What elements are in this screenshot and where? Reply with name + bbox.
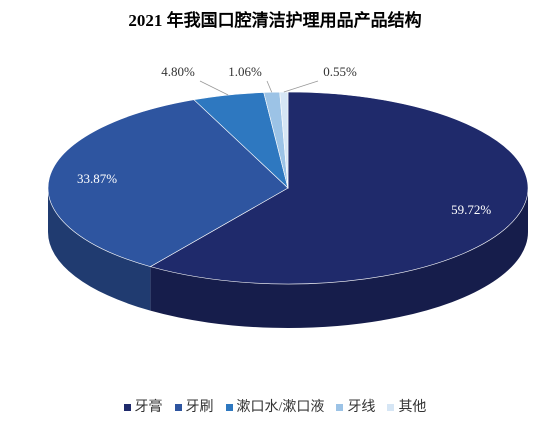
legend-item: 牙膏 <box>123 396 163 416</box>
legend-item: 牙刷 <box>174 396 214 416</box>
pie-side <box>48 188 151 311</box>
legend: 牙膏 牙刷 漱口水/漱口液 牙线 其他 <box>0 396 550 416</box>
data-label: 33.87% <box>77 171 117 186</box>
legend-label: 牙线 <box>347 400 376 415</box>
data-label: 59.72% <box>451 202 491 217</box>
pie-slice <box>149 91 529 285</box>
legend-label: 牙膏 <box>134 400 163 415</box>
legend-label: 漱口水/漱口液 <box>236 400 325 415</box>
legend-swatch <box>387 404 395 412</box>
legend-label: 其他 <box>398 400 427 415</box>
legend-swatch <box>123 404 131 412</box>
leader-line <box>199 80 229 96</box>
leader-line <box>283 80 319 93</box>
legend-swatch <box>336 404 344 412</box>
data-label: 1.06% <box>228 64 262 79</box>
data-label: 4.80% <box>161 64 195 79</box>
legend-swatch <box>174 404 182 412</box>
legend-item: 漱口水/漱口液 <box>225 396 325 416</box>
chart: 2021 年我国口腔清洁护理用品产品结构 59.72% 33.87% 4.80% 1.… <box>47 10 529 328</box>
pie-slice <box>47 99 289 267</box>
leader-line <box>266 80 273 93</box>
legend-item: 牙线 <box>336 396 375 416</box>
legend-label: 牙刷 <box>185 400 214 415</box>
chart-title: 2021 年我国口腔清洁护理用品产品结构 <box>128 10 421 30</box>
pie-side <box>150 188 528 328</box>
legend-item: 其他 <box>387 396 426 416</box>
legend-swatch <box>225 404 233 412</box>
data-label: 0.55% <box>323 64 357 79</box>
